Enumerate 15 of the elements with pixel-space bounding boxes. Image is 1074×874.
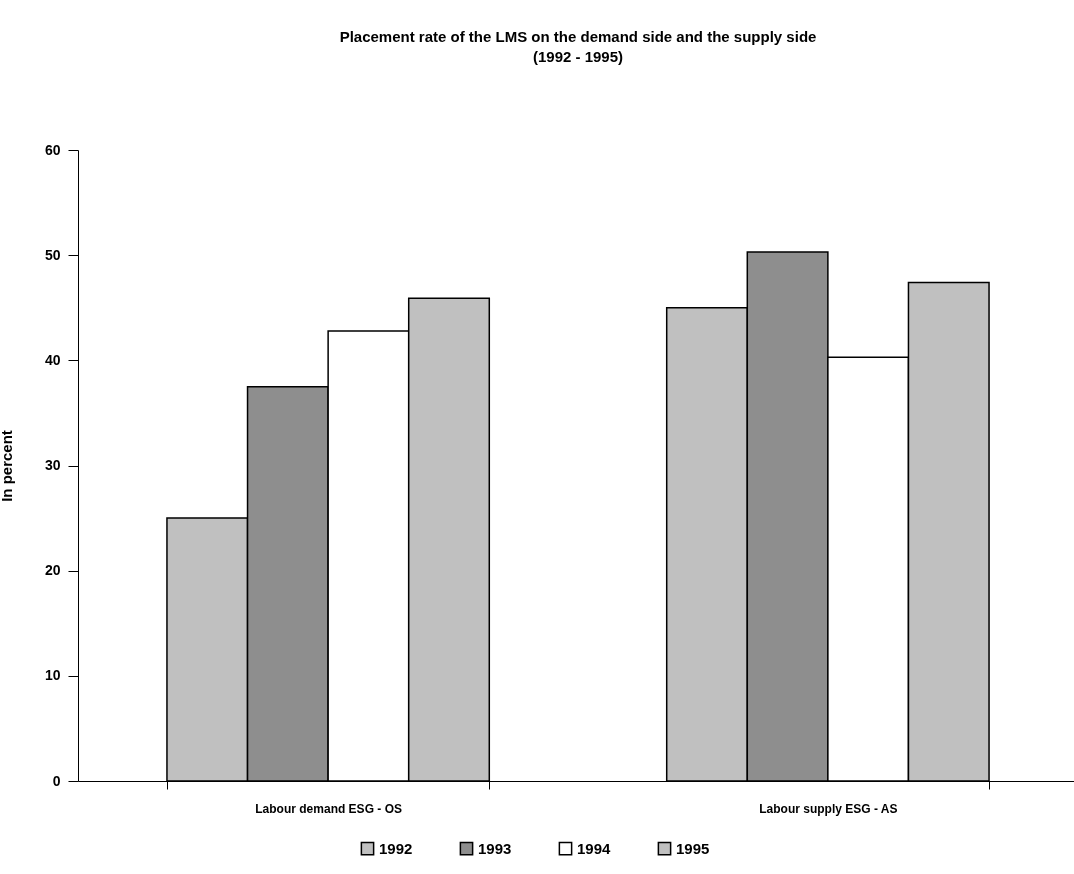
x-tick-label: Labour supply ESG - AS (759, 801, 898, 816)
y-axis-title: In percent (0, 430, 15, 502)
y-tick-label: 10 (44, 667, 61, 684)
y-tick-label: 20 (44, 562, 61, 579)
y-tick-label: 0 (52, 772, 61, 789)
y-tick-label: 30 (44, 457, 61, 473)
y-tick-label: 50 (44, 246, 61, 263)
legend-label: 1995 (676, 839, 710, 857)
chart-title: Placement rate of the LMS on the demand side and the supply side (1992 - 1995) (339, 28, 817, 65)
legend-label: 1993 (478, 839, 512, 857)
legend-label: 1992 (379, 839, 413, 857)
y-tick-label: 60 (44, 141, 61, 158)
x-tick-label: Labour demand ESG - OS (255, 801, 402, 816)
legend-label: 1994 (577, 839, 612, 857)
y-tick-label: 40 (44, 351, 61, 368)
